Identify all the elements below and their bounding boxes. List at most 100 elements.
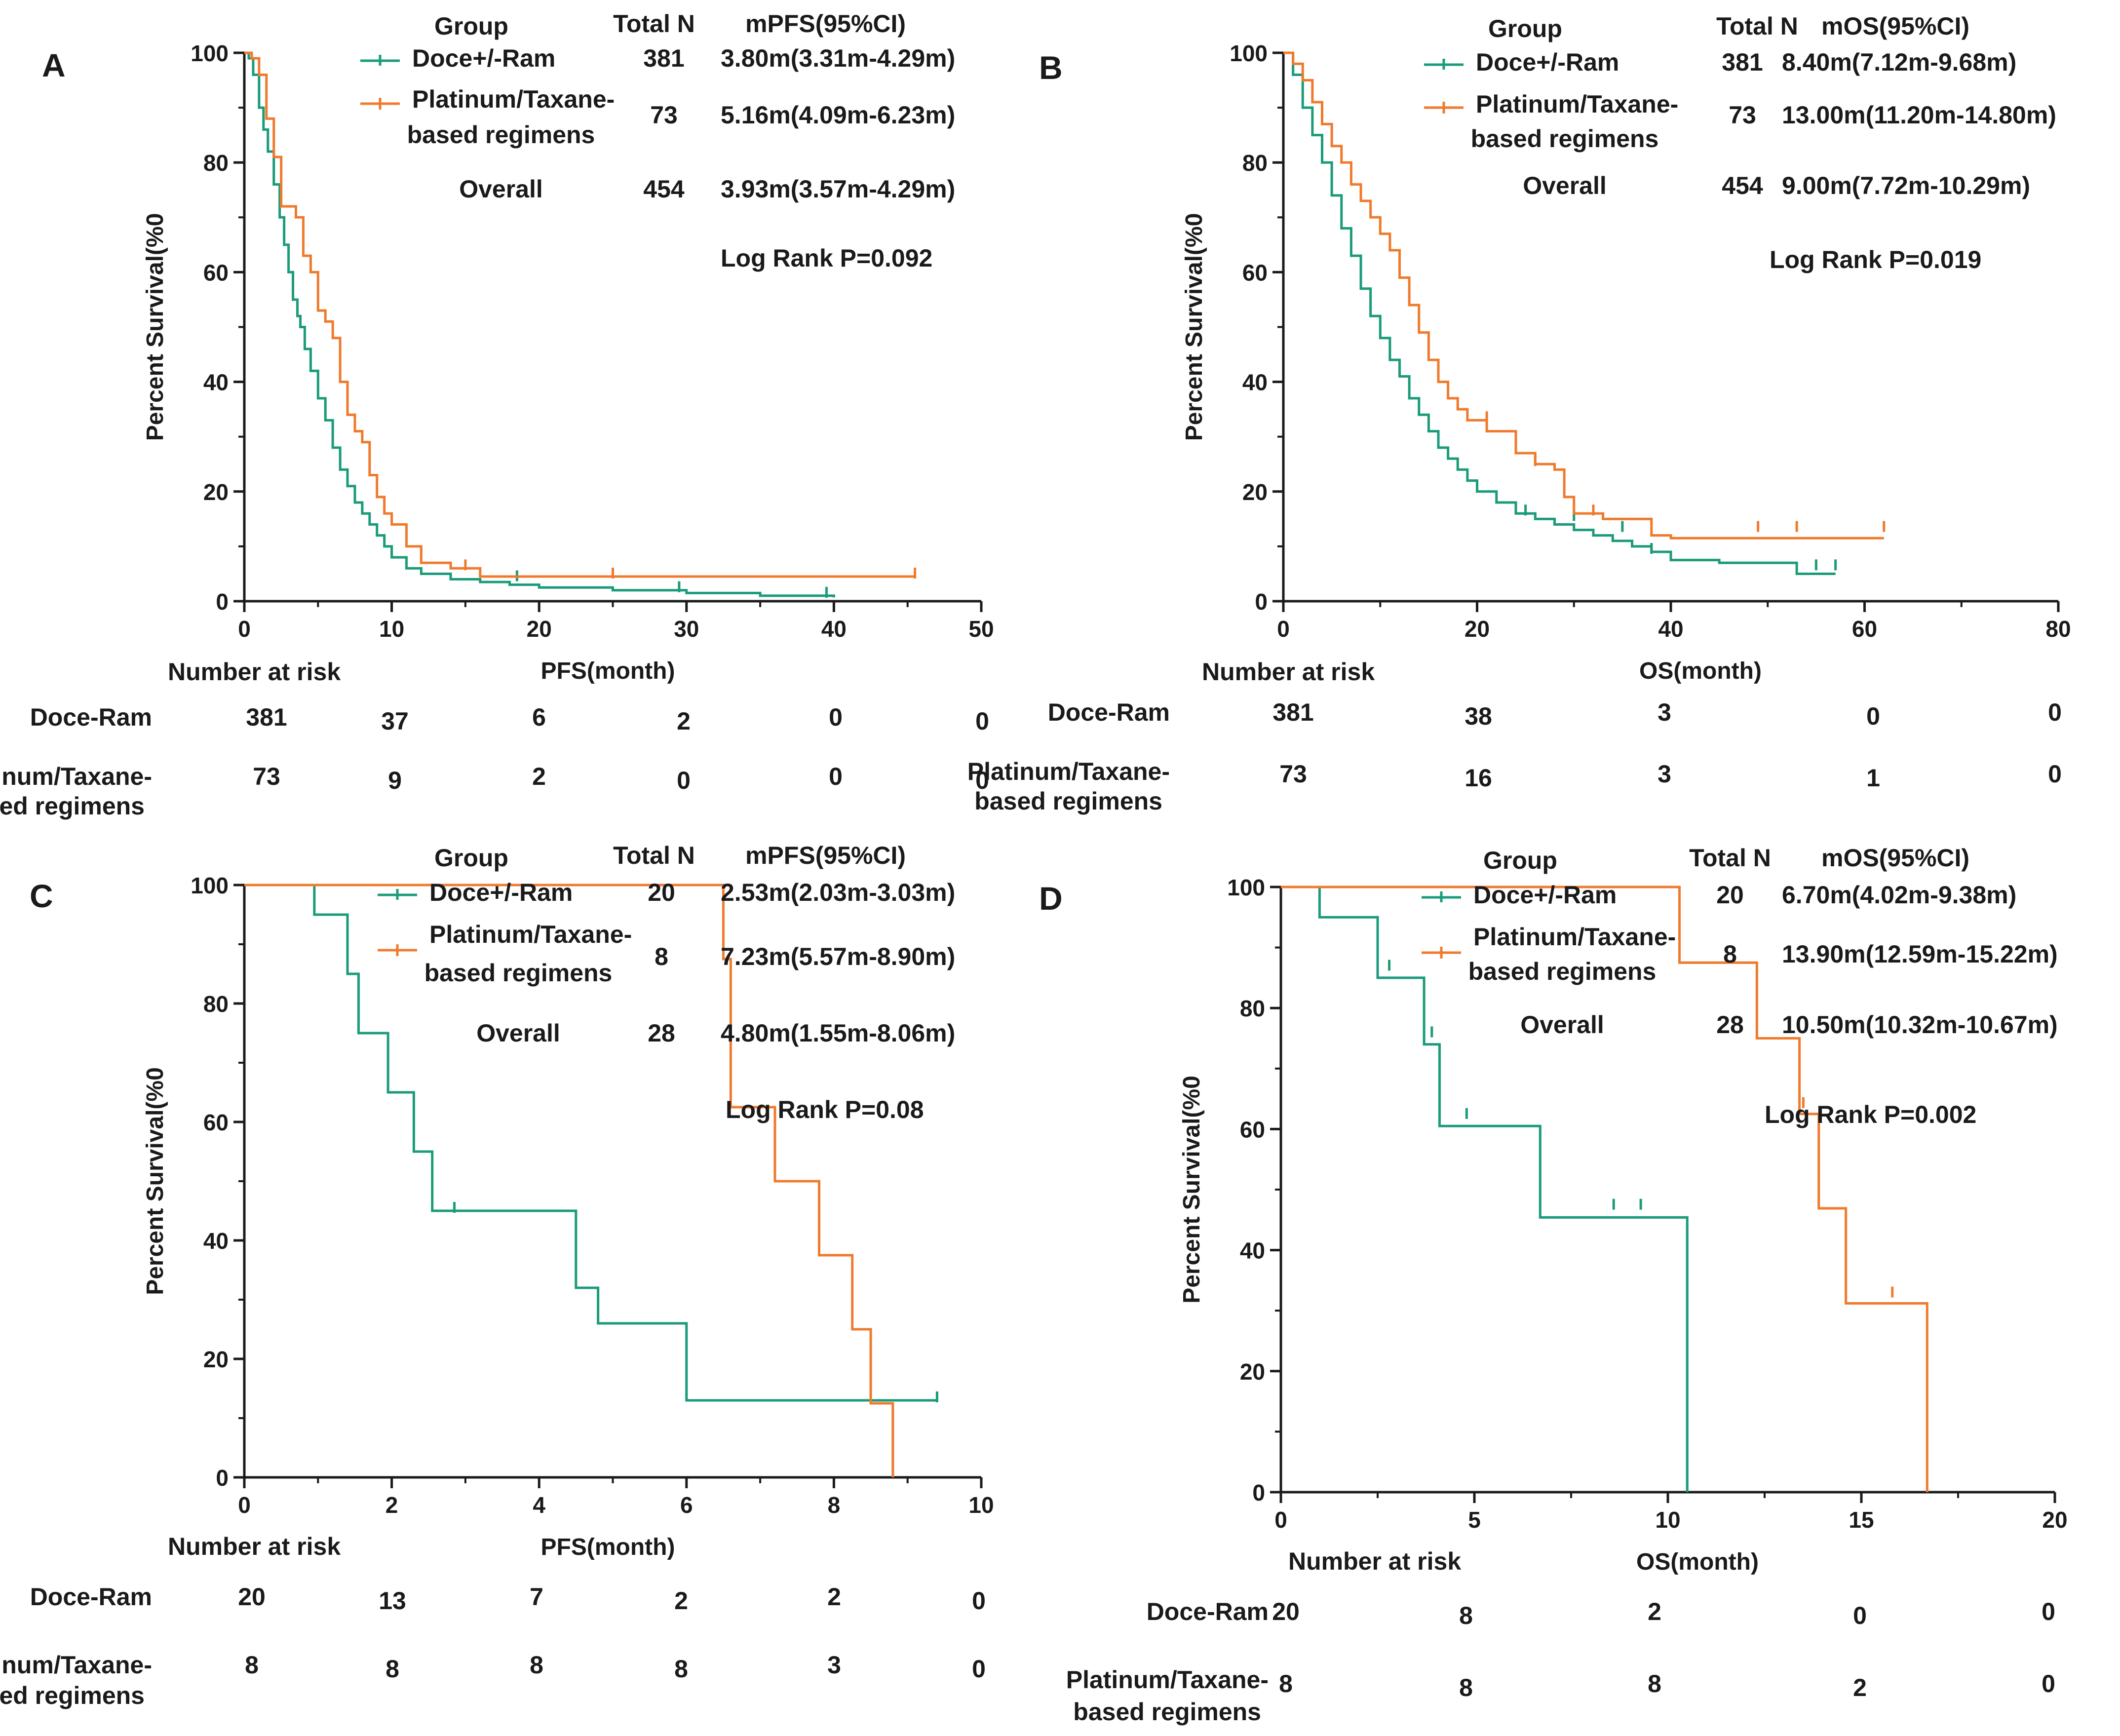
legend-doce-ci: 6.70m(4.02m-9.38m): [1782, 881, 2016, 909]
legend-platinum-ci: 5.16m(4.09m-6.23m): [721, 101, 955, 129]
legend-overall-n: 454: [643, 175, 685, 203]
risk-count: 2: [1853, 1674, 1867, 1701]
legend-doce-n: 20: [648, 879, 675, 906]
series-platinum-taxane-curve: [244, 51, 915, 578]
risk-count: 0: [972, 1655, 986, 1683]
risk-table-title: Number at risk: [168, 1533, 341, 1560]
legend-platinum-n: 8: [655, 943, 668, 970]
legend-doce-ci: 3.80m(3.31m-4.29m): [721, 44, 955, 72]
y-tick-label: 100: [1230, 40, 1268, 66]
risk-count: 8: [245, 1651, 259, 1679]
x-tick-label: 0: [238, 616, 251, 642]
y-tick-label: 0: [216, 589, 229, 615]
risk-count: 37: [381, 707, 409, 735]
risk-count: 381: [1272, 698, 1313, 726]
y-tick-label: 40: [203, 1228, 229, 1254]
x-tick-label: 5: [1468, 1507, 1481, 1533]
risk-row-label-line2: based regimens: [1073, 1698, 1261, 1726]
legend-header-total-n: Total N: [613, 10, 695, 38]
legend-platinum-name-line1: Platinum/Taxane-: [429, 921, 632, 948]
risk-count: 0: [1853, 1602, 1867, 1629]
legend-doce-n: 381: [643, 44, 684, 72]
y-axis-title: Percent Survival(%0: [1181, 213, 1207, 441]
risk-count: 2: [677, 707, 691, 735]
x-tick-label: 80: [2045, 616, 2071, 642]
risk-count: 8: [385, 1655, 399, 1683]
risk-count: 0: [2042, 1598, 2055, 1625]
legend-doce-name: Doce+/-Ram: [1476, 48, 1619, 76]
legend-header-ci: mPFS(95%CI): [745, 10, 906, 38]
risk-count: 0: [829, 703, 843, 731]
risk-count: 2: [674, 1587, 688, 1615]
risk-count: 0: [972, 1587, 986, 1615]
x-tick-label: 10: [1655, 1507, 1680, 1533]
risk-count: 7: [530, 1583, 543, 1611]
y-axis-title: Percent Survival(%0: [142, 1067, 168, 1295]
risk-count: 8: [1279, 1670, 1293, 1697]
y-tick-label: 40: [203, 370, 229, 395]
legend-header-ci: mOS(95%CI): [1821, 844, 1969, 872]
y-tick-label: 40: [1240, 1238, 1265, 1264]
legend-platinum-name-line2: based regimens: [424, 959, 613, 987]
y-tick-label: 20: [203, 1347, 229, 1372]
risk-row-label-line1: Platinum/Taxane-: [0, 1651, 152, 1679]
risk-count: 8: [1648, 1670, 1661, 1697]
risk-count: 0: [2048, 760, 2062, 788]
legend-platinum-ci: 13.90m(12.59m-15.22m): [1782, 940, 2058, 968]
legend-doce-name: Doce+/-Ram: [429, 879, 573, 906]
legend-overall-ci: 4.80m(1.55m-8.06m): [721, 1019, 955, 1047]
legend-overall-n: 28: [1716, 1011, 1744, 1039]
panel-letter: D: [1039, 880, 1063, 917]
series-platinum-taxane-curve: [1281, 886, 1928, 1492]
risk-row-label-line2: based regimens: [974, 787, 1162, 815]
x-tick-label: 0: [238, 1492, 251, 1518]
risk-count: 8: [1459, 1602, 1473, 1629]
risk-table-title: Number at risk: [1202, 658, 1375, 686]
legend-doce-n: 381: [1722, 48, 1763, 76]
y-tick-label: 100: [1227, 875, 1265, 900]
x-tick-label: 20: [1465, 616, 1490, 642]
risk-count: 0: [677, 767, 691, 794]
legend-overall-ci: 10.50m(10.32m-10.67m): [1782, 1011, 2058, 1039]
panel-letter: C: [30, 878, 53, 914]
y-tick-label: 40: [1242, 370, 1268, 395]
risk-row-label-line2: based regimens: [0, 792, 145, 820]
x-axis-title: OS(month): [1639, 658, 1762, 684]
log-rank-p: Log Rank P=0.002: [1765, 1101, 1976, 1128]
risk-count: 381: [246, 703, 287, 731]
log-rank-p: Log Rank P=0.019: [1770, 246, 1981, 273]
legend-overall-n: 454: [1722, 172, 1763, 199]
risk-count: 38: [1465, 702, 1492, 730]
legend-overall-ci: 9.00m(7.72m-10.29m): [1782, 172, 2030, 199]
series-doce-ram-curve: [1281, 886, 1689, 1492]
y-tick-label: 100: [191, 873, 229, 898]
legend-header-ci: mOS(95%CI): [1821, 12, 1969, 40]
risk-table-title: Number at risk: [1288, 1547, 1461, 1575]
legend-doce-n: 20: [1716, 881, 1744, 909]
y-tick-label: 80: [1242, 150, 1268, 176]
legend-overall-name: Overall: [476, 1019, 560, 1047]
legend-header-total-n: Total N: [1689, 844, 1771, 872]
series-platinum-taxane-curve: [1283, 51, 1884, 540]
risk-count: 8: [1459, 1674, 1473, 1701]
risk-count: 2: [827, 1583, 841, 1611]
y-tick-label: 80: [203, 150, 229, 176]
legend-header-total-n: Total N: [613, 842, 695, 869]
x-tick-label: 4: [533, 1492, 545, 1518]
x-tick-label: 20: [2042, 1507, 2067, 1533]
risk-count: 8: [530, 1651, 543, 1679]
legend-doce-ci: 8.40m(7.12m-9.68m): [1782, 48, 2016, 76]
legend-platinum-name-line2: based regimens: [1468, 958, 1657, 985]
series-doce-ram-curve: [244, 51, 835, 598]
x-tick-label: 0: [1277, 616, 1290, 642]
risk-count: 13: [379, 1587, 406, 1615]
risk-count: 9: [388, 767, 402, 794]
legend-platinum-ci: 13.00m(11.20m-14.80m): [1782, 101, 2056, 129]
legend-platinum-n: 73: [650, 101, 678, 129]
legend-overall-name: Overall: [1520, 1011, 1604, 1039]
x-tick-label: 40: [821, 616, 847, 642]
risk-row-label-line1: Platinum/Taxane-: [0, 763, 152, 790]
